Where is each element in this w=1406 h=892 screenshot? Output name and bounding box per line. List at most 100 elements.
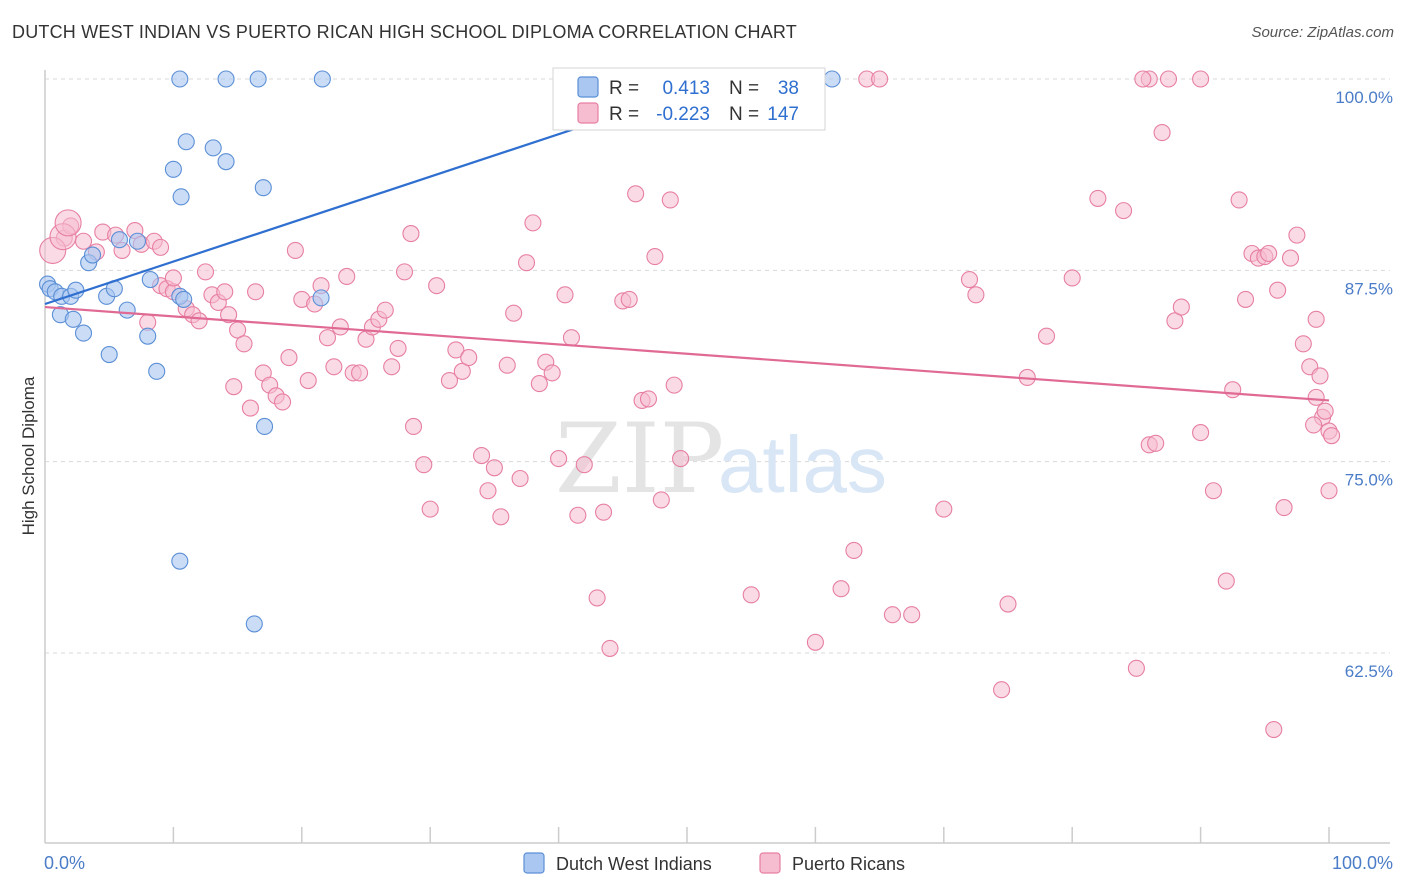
puerto-rican-point-98 — [871, 70, 889, 88]
dutch-west-indian-point-35 — [245, 615, 263, 633]
puerto-rican-point-62 — [479, 482, 497, 500]
puerto-rican-point-52 — [402, 225, 420, 243]
puerto-rican-point-51 — [395, 263, 414, 281]
stats-pink-n-label: N = — [729, 104, 759, 125]
dutch-west-indian-point-28 — [313, 70, 331, 88]
puerto-rican-point-130 — [1281, 249, 1300, 267]
puerto-rican-point-67 — [511, 469, 529, 488]
puerto-rican-point-103 — [967, 286, 985, 304]
x-tick-label-left: 0.0% — [44, 853, 85, 873]
puerto-rican-point-143 — [1159, 70, 1178, 88]
puerto-rican-point-128 — [1269, 281, 1287, 299]
puerto-rican-point-74 — [556, 286, 574, 304]
dutch-west-indian-point-19 — [148, 362, 166, 380]
dutch-west-indian-point-20 — [164, 160, 182, 178]
puerto-rican-point-80 — [601, 639, 619, 657]
puerto-rican-point-118 — [1204, 482, 1222, 500]
puerto-rican-point-116 — [1172, 298, 1190, 316]
dutch-west-indian-point-23 — [177, 133, 195, 151]
puerto-rican-point-61 — [473, 446, 491, 465]
puerto-rican-point-63 — [485, 459, 503, 477]
puerto-rican-point-113 — [1147, 434, 1165, 452]
legend-swatch-dutch-west-indians — [523, 852, 545, 874]
dutch-west-indian-point-24 — [172, 188, 190, 206]
stats-legend: R = 0.413 N = 38 R = -0.223 N = 147 — [552, 67, 826, 131]
puerto-rican-point-78 — [588, 589, 606, 607]
dutch-west-indian-point-32 — [256, 417, 274, 436]
puerto-rican-point-39 — [318, 329, 337, 347]
puerto-rican-point-58 — [447, 341, 465, 359]
puerto-rican-point-44 — [351, 364, 369, 382]
puerto-rican-point-26 — [235, 335, 253, 353]
puerto-rican-point-10 — [152, 238, 170, 256]
puerto-rican-point-131 — [1288, 226, 1306, 244]
puerto-rican-point-76 — [569, 506, 587, 524]
dutch-west-indian-point-34 — [171, 552, 189, 570]
puerto-rican-point-32 — [273, 393, 292, 411]
dutch-west-indian-point-27 — [249, 70, 267, 88]
dutch-west-indian-point-8 — [74, 324, 93, 342]
dutch-west-indian-point-10 — [83, 246, 102, 264]
puerto-rican-point-102 — [960, 270, 979, 289]
stats-pink-swatch — [577, 102, 599, 124]
puerto-rican-point-108 — [1063, 269, 1081, 287]
puerto-rican-point-86 — [646, 248, 664, 266]
puerto-rican-point-70 — [530, 375, 548, 393]
puerto-rican-point-115 — [1166, 312, 1184, 330]
puerto-rican-point-146 — [1192, 70, 1210, 88]
puerto-rican-point-126 — [1260, 244, 1278, 263]
puerto-rican-point-82 — [620, 290, 638, 308]
puerto-rican-point-79 — [594, 503, 613, 521]
puerto-rican-point-122 — [1236, 290, 1255, 308]
puerto-rican-point-119 — [1217, 572, 1235, 590]
puerto-rican-point-94 — [806, 633, 824, 651]
puerto-rican-point-72 — [543, 364, 561, 382]
puerto-rican-point-36 — [299, 371, 317, 390]
puerto-rican-point-33 — [280, 349, 298, 367]
puerto-rican-point-134 — [1307, 310, 1325, 328]
puerto-rican-point-24 — [225, 378, 243, 396]
puerto-rican-point-83 — [627, 185, 645, 203]
x-tick-label-right: 100.0% — [1332, 853, 1393, 873]
puerto-rican-point-129 — [1275, 499, 1293, 517]
puerto-rican-point-88 — [661, 191, 679, 209]
puerto-rican-point-104 — [993, 681, 1011, 699]
puerto-rican-point-60 — [460, 349, 478, 367]
puerto-rican-point-19 — [196, 263, 215, 281]
dutch-west-indian-point-29 — [204, 139, 222, 157]
dutch-west-indian-point-30 — [217, 153, 235, 171]
dutch-west-indian-point-26 — [217, 70, 235, 88]
bottom-legend: Dutch West Indians Puerto Ricans — [523, 852, 905, 874]
puerto-rican-point-40 — [325, 358, 343, 376]
puerto-rican-point-69 — [524, 214, 542, 232]
watermark-atlas: atlas — [718, 420, 887, 509]
puerto-rican-point-111 — [1127, 659, 1145, 677]
puerto-rican-point-105 — [999, 595, 1017, 613]
stats-pink-r-label: R = — [609, 104, 639, 125]
dutch-west-indian-point-22 — [175, 290, 193, 308]
puerto-rican-point-95 — [832, 580, 850, 598]
dutch-west-indian-point-18 — [141, 270, 159, 289]
puerto-rican-point-85 — [639, 390, 658, 408]
puerto-rican-point-100 — [903, 606, 921, 624]
stats-blue-n-label: N = — [729, 78, 759, 99]
puerto-rican-point-59 — [453, 362, 471, 380]
puerto-rican-point-66 — [505, 304, 523, 322]
grid-lines — [45, 78, 1390, 654]
puerto-rican-point-110 — [1115, 202, 1133, 220]
dutch-west-indian-point-14 — [110, 231, 129, 249]
puerto-rican-point-117 — [1192, 424, 1210, 442]
dutch-west-indian-point-16 — [128, 232, 146, 250]
chart-title: DUTCH WEST INDIAN VS PUERTO RICAN HIGH S… — [12, 22, 797, 42]
y-axis-title: High School Diploma — [19, 376, 38, 535]
series-dutch-west-indians — [39, 70, 841, 633]
puerto-rican-point-114 — [1153, 124, 1171, 142]
legend-label-dutch-west-indians: Dutch West Indians — [556, 854, 712, 874]
dutch-west-indian-point-15 — [118, 301, 136, 319]
puerto-rican-point-89 — [665, 376, 683, 394]
puerto-rican-point-34 — [286, 241, 304, 259]
dutch-west-indian-point-17 — [139, 327, 157, 345]
puerto-rican-point-120 — [1224, 381, 1242, 399]
puerto-rican-point-73 — [550, 450, 568, 468]
puerto-rican-point-68 — [517, 254, 536, 272]
